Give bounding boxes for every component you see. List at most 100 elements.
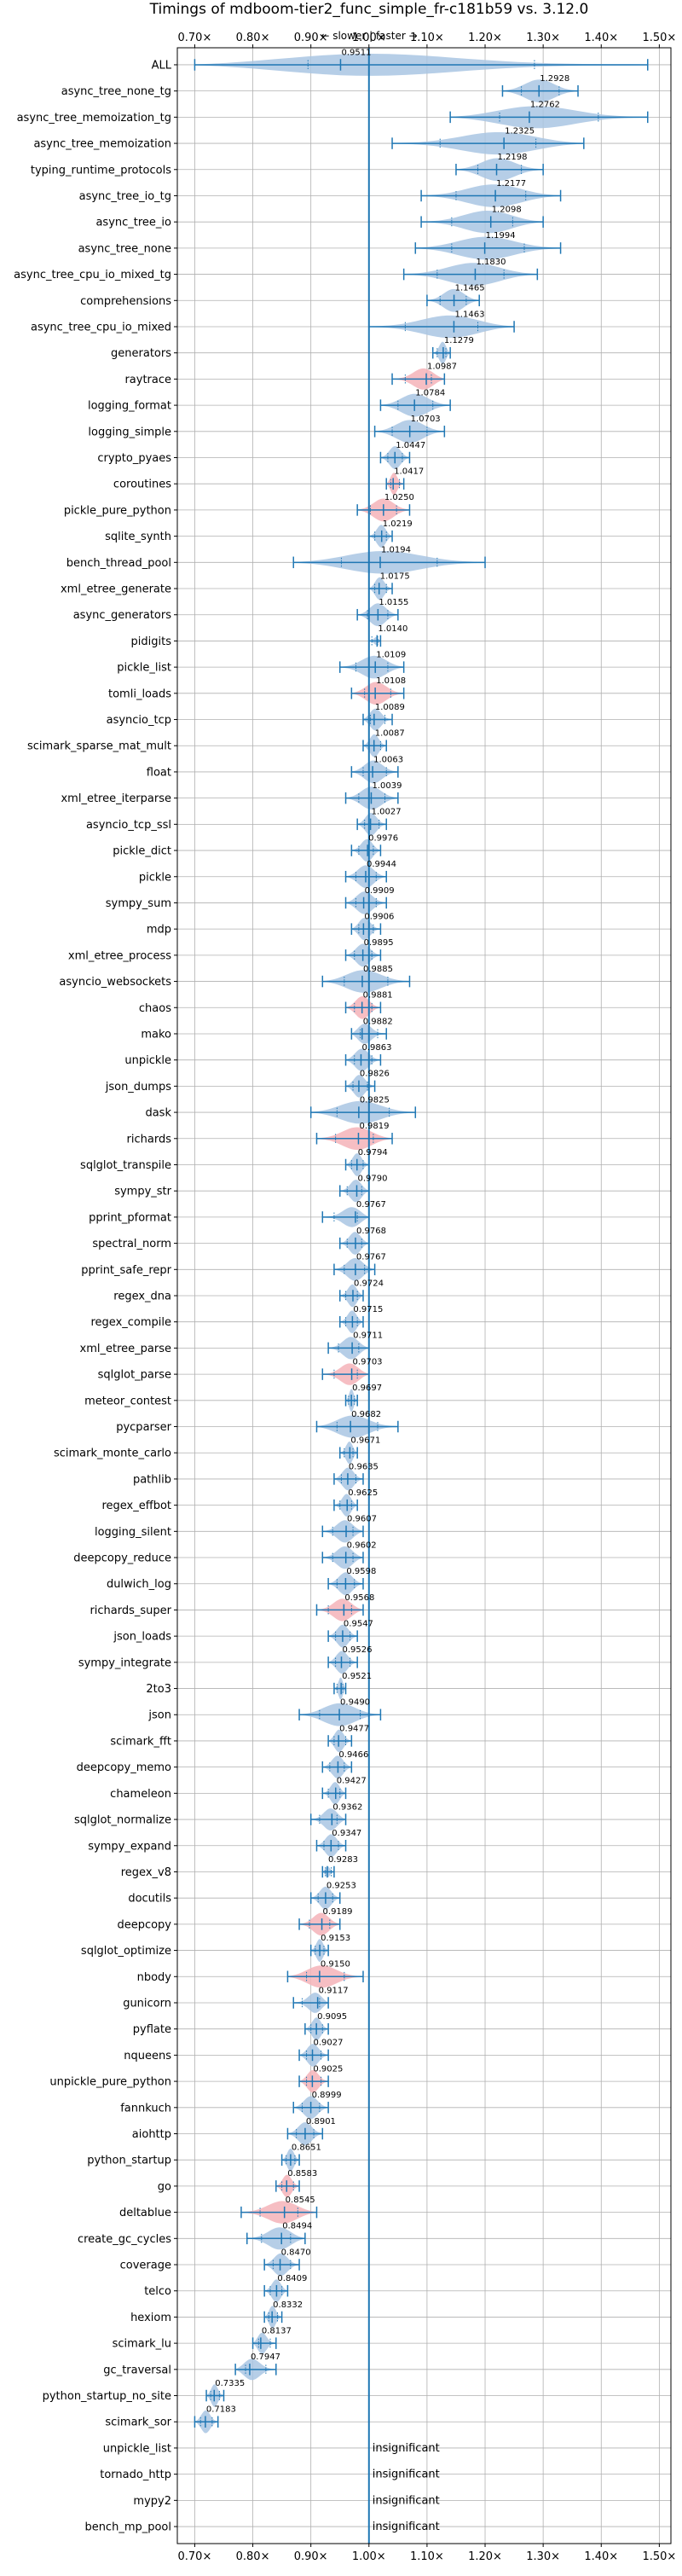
value-label: 0.9427	[337, 1777, 367, 1786]
value-label: 1.0063	[373, 755, 403, 764]
value-label: 0.7183	[206, 2405, 236, 2415]
value-label: 1.2928	[540, 74, 569, 84]
value-label: 0.9189	[323, 1907, 353, 1917]
benchmark-name-label: mdp	[147, 924, 171, 937]
value-label: 0.9025	[313, 2064, 343, 2074]
benchmark-name-label: async_tree_none_tg	[61, 85, 171, 98]
benchmark-name-label: scimark_lu	[113, 2338, 171, 2351]
value-label: 0.9711	[353, 1332, 383, 1341]
benchmark-name-label: gc_traversal	[103, 2364, 171, 2376]
value-label: 1.0987	[427, 363, 457, 372]
value-label: 0.8137	[262, 2326, 292, 2335]
benchmark-name-label: scimark_fft	[110, 1735, 171, 1748]
value-label: 0.9253	[327, 1882, 356, 1891]
benchmark-name-label: richards	[127, 1133, 172, 1146]
benchmark-name-label: pycparser	[116, 1421, 171, 1434]
benchmark-name-label: pickle_pure_python	[64, 504, 171, 517]
y-axis-labels: ALL async_tree_none_tg async_tree_memoizat…	[14, 59, 172, 2533]
benchmark-name-label: asyncio_tcp	[107, 714, 171, 727]
benchmark-name-label: json	[147, 1709, 171, 1722]
value-label: 0.9598	[346, 1567, 376, 1576]
benchmark-name-label: crypto_pyaes	[97, 452, 171, 465]
value-label: 0.9944	[367, 860, 396, 869]
benchmark-name-label: xml_etree_parse	[80, 1343, 171, 1355]
benchmark-name-label: sqlglot_normalize	[74, 1814, 171, 1827]
value-label: 1.0194	[381, 546, 411, 555]
value-label: 0.9466	[338, 1750, 368, 1760]
value-label: 0.9768	[356, 1227, 386, 1236]
benchmark-name-label: chameleon	[110, 1788, 171, 1801]
benchmark-name-label: dask	[145, 1107, 171, 1120]
benchmark-name-label: regex_compile	[90, 1316, 171, 1329]
benchmark-name-label: async_tree_none	[78, 242, 171, 255]
benchmark-name-label: generators	[111, 347, 171, 360]
value-label: 0.9703	[353, 1357, 383, 1366]
value-label: 1.2325	[505, 126, 535, 136]
benchmark-name-label: coroutines	[113, 479, 171, 491]
benchmark-name-label: deepcopy	[117, 1918, 171, 1931]
benchmark-name-label: chaos	[139, 1002, 171, 1015]
insignificant-label: insignificant	[373, 2442, 440, 2455]
value-label: 0.9490	[340, 1698, 370, 1708]
benchmark-name-label: sympy_integrate	[78, 1656, 171, 1669]
value-label: 0.9724	[354, 1279, 384, 1288]
benchmark-name-label: deltablue	[119, 2207, 171, 2219]
value-label: 1.1830	[476, 258, 506, 267]
insignificant-label: insignificant	[373, 2521, 440, 2533]
value-label: 0.9794	[358, 1148, 388, 1157]
value-label: 1.0784	[415, 388, 445, 397]
benchmark-name-label: deepcopy_reduce	[73, 1552, 171, 1565]
value-label: 0.8409	[277, 2274, 307, 2283]
benchmark-name-label: sympy_sum	[106, 897, 171, 910]
value-label: 0.9863	[361, 1043, 391, 1053]
benchmark-name-label: unpickle	[124, 1054, 171, 1067]
benchmark-name-label: regex_v8	[121, 1866, 171, 1879]
value-label: 0.9095	[317, 2012, 347, 2022]
benchmark-name-label: xml_etree_process	[68, 949, 171, 962]
benchmark-name-label: go	[158, 2180, 171, 2193]
value-label: 0.9150	[321, 1960, 350, 1970]
benchmark-name-label: scimark_monte_carlo	[54, 1448, 171, 1460]
x-tick-label-top: 0.70×	[178, 32, 212, 44]
x-tick-label-top: 0.80×	[236, 32, 270, 44]
violins	[194, 54, 649, 2434]
x-tick-label-top: 1.30×	[526, 32, 560, 44]
value-label: 0.9547	[344, 1619, 373, 1628]
benchmark-name-label: aiohttp	[132, 2128, 171, 2141]
benchmark-name-label: xml_etree_iterparse	[61, 792, 171, 805]
x-tick-label-bottom: 1.30×	[526, 2550, 560, 2563]
value-label: 0.9477	[339, 1724, 369, 1733]
x-tick-label-bottom: 0.70×	[178, 2550, 212, 2563]
benchmark-name-label: python_startup_no_site	[43, 2390, 171, 2403]
benchmark-name-label: dulwich_log	[107, 1578, 171, 1591]
benchmark-name-label: unpickle_list	[103, 2442, 171, 2455]
value-label: 0.9602	[347, 1540, 377, 1550]
plot-frame	[176, 47, 672, 2544]
benchmark-name-label: spectral_norm	[92, 1238, 171, 1250]
value-label: 0.9521	[342, 1672, 372, 1681]
benchmark-name-label: asyncio_websockets	[59, 976, 171, 989]
benchmark-name-label: typing_runtime_protocols	[31, 164, 171, 177]
insignificant-label: insignificant	[373, 2494, 440, 2507]
value-label: 1.2177	[496, 179, 526, 189]
insignificant-label: insignificant	[373, 2469, 440, 2481]
value-label: 0.7335	[215, 2379, 245, 2388]
value-label: 0.9885	[363, 965, 393, 974]
value-label: 0.9906	[364, 912, 394, 921]
value-label: 1.0089	[375, 703, 405, 712]
value-label: 0.9568	[344, 1593, 374, 1603]
x-tick-label-bottom: 0.80×	[236, 2550, 270, 2563]
value-label: 0.9976	[368, 833, 398, 843]
benchmark-name-label: mypy2	[133, 2495, 171, 2508]
value-label: 0.7947	[251, 2353, 280, 2362]
value-label: 0.9882	[363, 1017, 393, 1026]
benchmark-name-label: regex_dna	[113, 1291, 171, 1303]
benchmark-name-label: bench_mp_pool	[84, 2521, 171, 2534]
value-label: 1.1994	[486, 231, 516, 241]
benchmark-name-label: async_tree_io	[95, 217, 171, 229]
value-label: 1.0219	[383, 519, 413, 529]
value-label: 0.9895	[364, 938, 394, 948]
value-label: 0.9825	[360, 1095, 390, 1105]
benchmark-name-label: raytrace	[124, 374, 171, 386]
value-label: 1.1463	[454, 310, 484, 319]
